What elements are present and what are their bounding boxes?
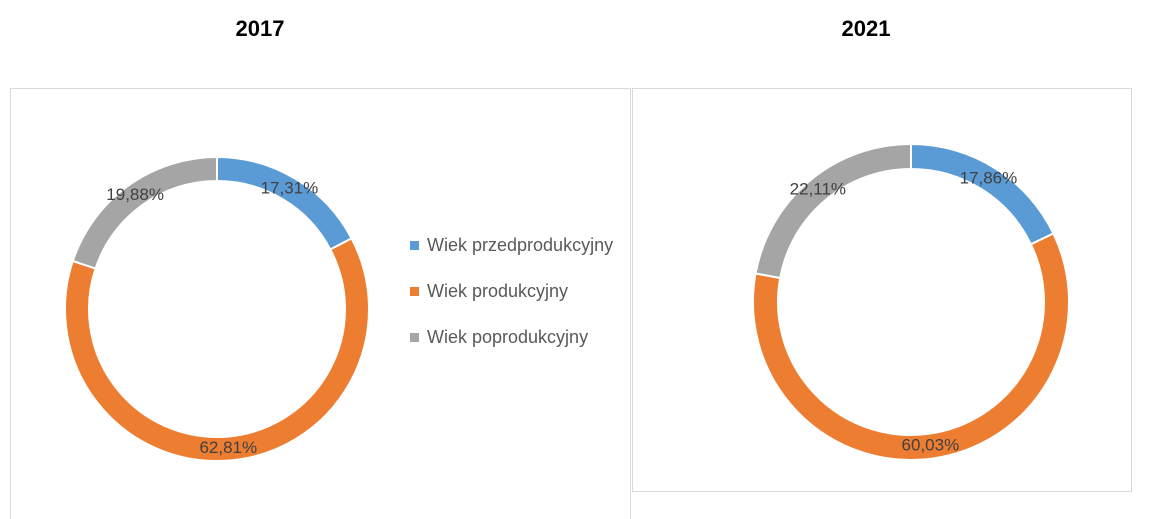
legend-swatch xyxy=(410,287,419,296)
chart-frame xyxy=(632,88,1132,492)
data-label: 17,31% xyxy=(261,179,319,198)
legend: Wiek przedprodukcyjny Wiek produkcyjny Wie… xyxy=(410,232,617,370)
chart-frame xyxy=(10,88,631,519)
legend-swatch xyxy=(410,333,419,342)
legend-item: Wiek produkcyjny xyxy=(410,278,617,304)
legend-swatch xyxy=(410,241,419,250)
data-label: 19,88% xyxy=(106,185,164,204)
legend-label: Wiek przedprodukcyjny xyxy=(427,235,614,255)
legend-label: Wiek produkcyjny xyxy=(427,281,569,301)
donut-segment xyxy=(754,142,912,280)
legend-label: Wiek poprodukcyjny xyxy=(427,327,589,347)
donut-segment xyxy=(64,237,370,462)
donut-segment xyxy=(910,142,1055,246)
legend-item: Wiek przedprodukcyjny xyxy=(410,232,617,258)
donut-segment xyxy=(216,155,353,251)
donut-segment xyxy=(71,155,218,270)
data-label: 60,03% xyxy=(902,436,960,455)
legend-item: Wiek poprodukcyjny xyxy=(410,324,617,350)
data-label: 22,11% xyxy=(790,180,846,199)
chart-title: 2017 xyxy=(236,16,285,41)
data-label: 62,81% xyxy=(199,438,257,457)
chart-title: 2021 xyxy=(842,16,891,41)
donut-segment xyxy=(752,232,1070,461)
data-label: 17,86% xyxy=(960,168,1018,187)
